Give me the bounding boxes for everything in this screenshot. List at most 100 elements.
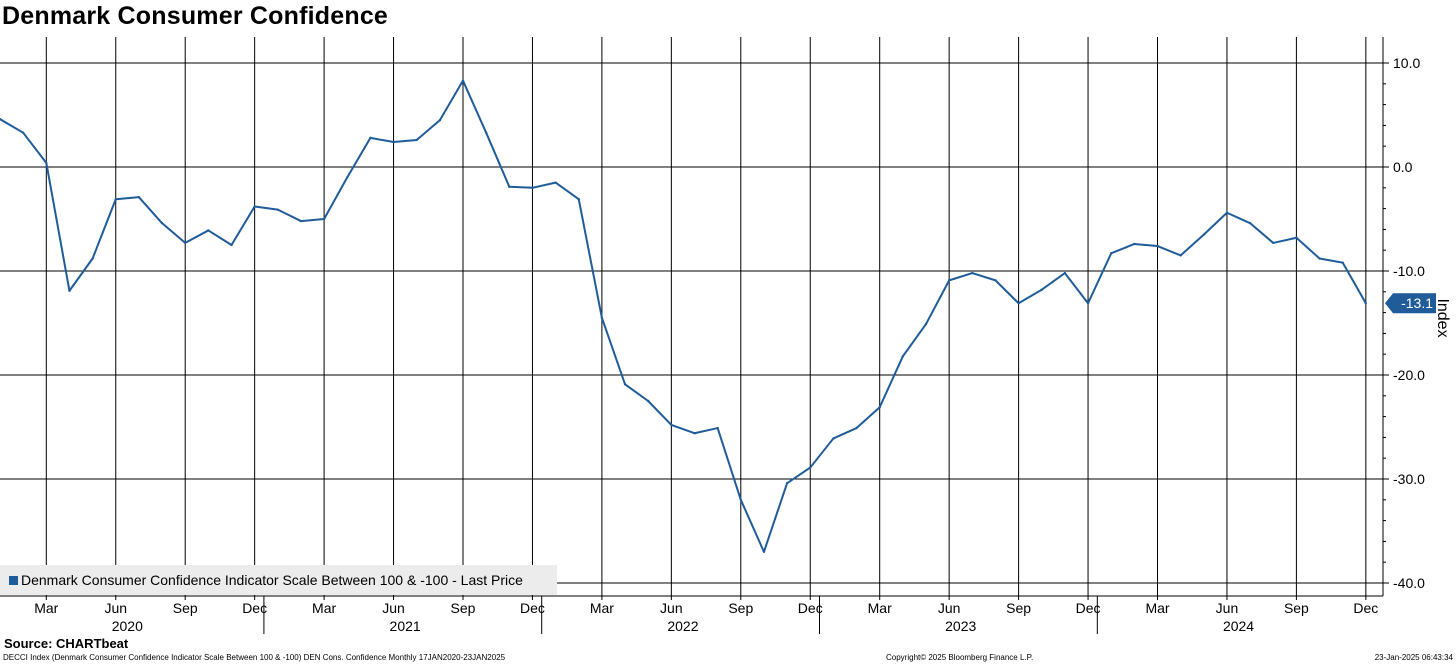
data-point [716,426,719,430]
x-month-label: Sep [451,600,476,616]
data-point [1225,211,1229,214]
data-point [1179,254,1182,257]
x-year-label: 2023 [945,618,976,634]
y-tick-label: -30.0 [1393,471,1425,487]
data-point [785,481,789,485]
last-value-badge [1385,293,1436,314]
x-month-label: Jun [938,600,961,616]
y-tick-label: -40.0 [1393,575,1425,591]
data-point [809,466,812,469]
x-month-label: Sep [1284,600,1309,616]
x-month-label: Dec [520,600,545,616]
data-point [230,243,233,247]
data-point [947,279,951,282]
data-point [21,131,25,134]
data-point [1318,257,1321,260]
x-month-label: Mar [868,600,892,616]
data-point [508,185,511,188]
y-axis-labels: 10.0 0.0 -10.0 -20.0 -30.0 -40.0 Index [1393,55,1451,591]
data-point [415,138,418,142]
y-tick-label: -20.0 [1393,367,1425,383]
chart-axes [0,37,1389,634]
data-point [0,117,2,121]
data-point [878,406,881,409]
data-point [1017,302,1020,305]
data-point [670,423,673,427]
x-month-label: Jun [660,600,683,616]
data-point [207,229,210,232]
data-point [1040,288,1043,291]
data-point [1063,271,1067,275]
series-line [0,79,1367,553]
data-point [137,195,141,199]
data-point [1086,302,1090,305]
data-point [577,198,580,201]
data-point [276,208,279,211]
data-point [1295,236,1298,239]
y-tick-label: 10.0 [1393,55,1420,71]
data-point [924,322,928,326]
legend-label: Denmark Consumer Confidence Indicator Sc… [21,572,523,588]
x-month-label: Mar [590,600,614,616]
data-point [68,289,71,292]
chart-grid [0,37,1383,596]
x-month-label: Dec [798,600,823,616]
last-value-marker: -13.1 [1385,293,1436,314]
chart-legend: Denmark Consumer Confidence Indicator Sc… [0,565,557,595]
data-point [693,432,696,435]
x-month-label: Jun [1216,600,1239,616]
x-month-label: Jun [104,600,127,616]
footer-description: DECCI Index (Denmark Consumer Confidence… [3,653,506,662]
source-note: Source: CHARTbeat [4,636,129,651]
data-point [369,136,372,140]
chart-title: Denmark Consumer Confidence [2,2,389,30]
data-point [91,257,94,260]
x-axis-labels: Mar Jun Sep Dec Mar Jun Sep Dec Mar Jun Sep Dec Mar J… [34,600,1378,634]
data-point [1110,252,1113,255]
legend-swatch [9,575,18,585]
x-month-label: Dec [1353,600,1378,616]
data-point [994,279,997,282]
data-point [346,176,349,179]
data-point [855,426,858,430]
x-year-label: 2020 [112,618,143,634]
x-month-label: Sep [1006,600,1031,616]
data-point [160,221,164,225]
data-point [253,205,256,208]
data-point [45,161,48,165]
data-point [901,355,905,358]
footer-timestamp: 23-Jan-2025 06:43:34 [1374,653,1453,662]
data-point [739,498,742,501]
data-point [554,181,557,184]
x-month-label: Dec [242,600,267,616]
data-point [1272,241,1275,245]
data-point [623,383,627,386]
x-month-label: Sep [173,600,198,616]
data-point [299,219,303,223]
x-month-label: Jun [382,600,405,616]
x-month-label: Mar [312,600,336,616]
y-axis-title: Index [1434,298,1451,337]
x-year-label: 2022 [667,618,698,634]
x-year-label: 2021 [390,618,421,634]
x-month-label: Mar [34,600,58,616]
data-point [1156,244,1159,248]
data-point [832,437,835,440]
series-group [0,79,1368,553]
x-month-label: Mar [1145,600,1169,616]
data-point [1202,233,1206,236]
data-point [392,140,395,144]
data-point [647,399,650,403]
data-point [762,550,766,553]
data-point [971,271,974,275]
x-month-label: Dec [1076,600,1101,616]
data-point [114,198,117,201]
last-value-label: -13.1 [1401,295,1433,311]
data-point [184,241,187,245]
y-tick-label: 0.0 [1393,159,1413,175]
data-point [461,79,465,82]
data-point [484,131,488,134]
data-point [322,217,326,221]
x-year-label: 2024 [1223,618,1254,634]
